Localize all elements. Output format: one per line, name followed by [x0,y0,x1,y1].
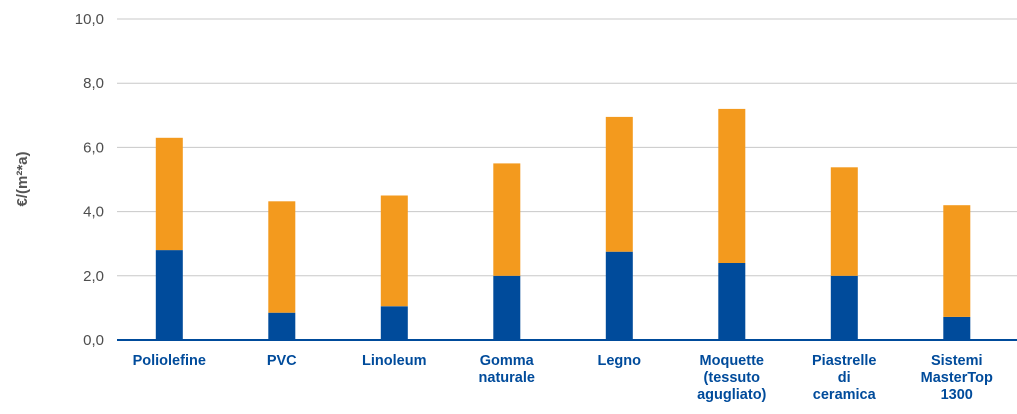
y-tick-label: 4,0 [83,204,104,221]
bar-segment-upper [268,201,296,313]
bar-segment-upper [830,167,858,276]
x-category-label: Moquette (tessuto agugliato) [697,353,766,403]
bar-segment-lower [718,263,746,340]
y-tick-label: 2,0 [83,268,104,285]
bars [155,108,971,340]
x-category-label: Legno [598,353,642,369]
x-category-label: Linoleum [362,353,426,369]
x-category-label: Poliolefine [133,353,206,369]
bar-segment-upper [605,116,633,252]
bar-segment-lower [493,275,521,340]
bar-segment-lower [155,250,183,340]
bar-segment-upper [943,205,971,317]
x-category-label: Gomma naturale [479,353,535,386]
bar-segment-upper [155,137,183,251]
y-axis-title: €/(m²*a) [14,151,31,206]
bar-segment-lower [830,275,858,340]
bar-segment-lower [268,312,296,340]
y-tick-label: 8,0 [83,75,104,92]
bar-segment-upper [380,195,408,307]
bar-segment-upper [493,163,521,276]
bar-segment-lower [605,251,633,340]
y-tick-label: 10,0 [75,11,104,28]
y-tick-label: 6,0 [83,139,104,156]
bar-segment-lower [943,316,971,340]
x-category-label: PVC [267,353,297,369]
bar-segment-lower [380,306,408,340]
bar-segment-upper [718,108,746,264]
gridlines [117,18,1017,277]
x-category-labels: Poliolefine PVC Linoleum Gomma naturale Legno… [133,353,993,403]
y-tick-label: 0,0 [83,332,104,349]
x-category-label: Piastrelle di ceramica [812,353,877,403]
y-tick-labels: 0,0 2,0 4,0 6,0 8,0 10,0 [75,11,104,349]
x-category-label: Sistemi MasterTop 1300 [921,353,993,403]
